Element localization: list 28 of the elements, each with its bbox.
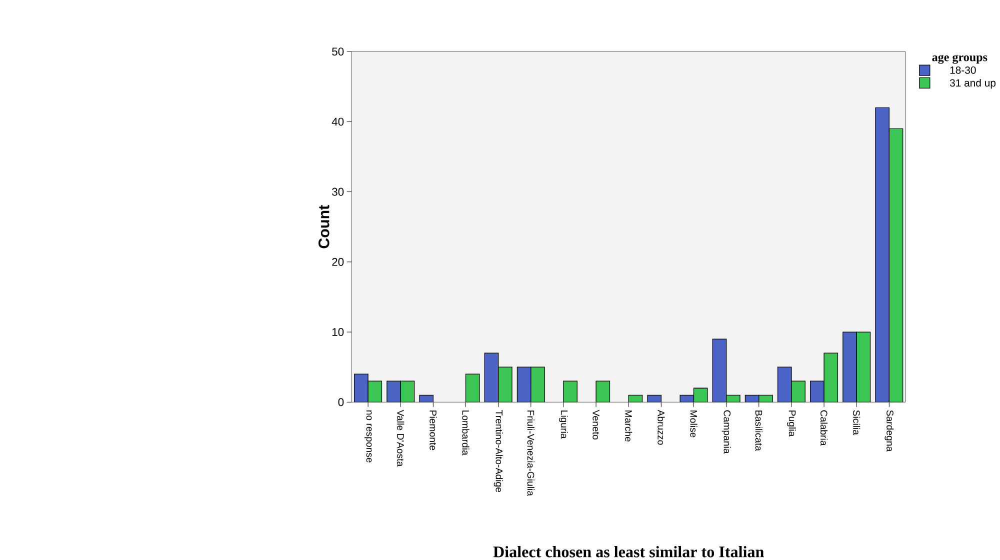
x-tick-label: Trentino-Alto-Adige (494, 410, 503, 492)
legend-label: 18-30 (950, 66, 976, 74)
x-tick-label: Liguria (558, 410, 568, 439)
x-axis-title: Dialect chosen as least similar to Italian (493, 546, 764, 558)
legend-title: age groups (932, 54, 988, 64)
x-tick-label: Puglia (786, 410, 796, 437)
y-tick-label: 40 (332, 118, 344, 126)
y-tick-label: 10 (332, 328, 344, 336)
x-tick-label: Valle D'Aosta (397, 410, 404, 467)
x-tick-label: Veneto (592, 410, 600, 440)
y-tick-label: 0 (338, 398, 344, 406)
x-tick-label: no response (364, 410, 372, 462)
legend-label: 31 and up (950, 78, 996, 89)
x-tick-label: Campania (722, 410, 731, 454)
x-tick-label: Calabria (820, 410, 828, 446)
x-tick-label: Sicilia (853, 410, 860, 435)
x-tick-label: Lombardia (462, 410, 470, 456)
y-axis-title: Count (318, 205, 330, 248)
y-tick-label: 50 (332, 48, 344, 56)
x-tick-label: Sardegna (884, 410, 894, 452)
x-tick-label: Abruzzo (658, 410, 665, 445)
x-tick-label: Basilicata (755, 410, 762, 452)
y-tick-label: 30 (332, 188, 344, 196)
x-tick-label: Marche (625, 410, 632, 442)
x-tick-label: Piemonte (430, 410, 437, 450)
x-tick-label: Friuli-Venezia-Giulia (527, 410, 534, 496)
x-tick-label: Molise (690, 410, 698, 438)
y-tick-label: 20 (332, 258, 344, 266)
